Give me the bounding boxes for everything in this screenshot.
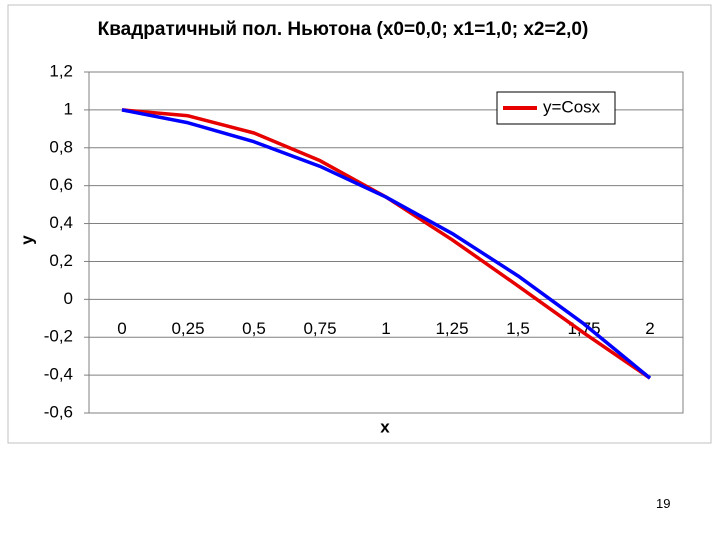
x-tick-label: 1,75 xyxy=(567,319,600,338)
legend-label: y=Cosx xyxy=(543,97,601,116)
y-tick-label: 0,6 xyxy=(49,175,73,194)
chart-title: Квадратичный пол. Ньютона (x0=0,0; x1=1,… xyxy=(97,19,589,40)
x-tick-label: 0,75 xyxy=(303,319,336,338)
y-tick-label: 1 xyxy=(64,99,73,118)
page-number: 19 xyxy=(656,496,671,511)
series-line xyxy=(121,108,652,380)
y-tick-label: -0,4 xyxy=(44,365,73,384)
plot-area xyxy=(88,71,684,414)
x-tick-label: 0,25 xyxy=(171,319,204,338)
y-tick-label: 0,4 xyxy=(49,213,73,232)
y-tick-label: 0,8 xyxy=(49,137,73,156)
y-tick-label: 1,2 xyxy=(49,61,73,80)
x-tick-label: 1 xyxy=(381,319,390,338)
x-tick-label: 1,25 xyxy=(435,319,468,338)
y-tick-label: -0,2 xyxy=(44,327,73,346)
y-tick-label: 0 xyxy=(64,289,73,308)
x-tick-label: 2 xyxy=(645,319,654,338)
y-tick-label: 0,2 xyxy=(49,251,73,270)
x-tick-label: 0 xyxy=(117,319,126,338)
x-axis-label: x xyxy=(380,417,390,436)
x-tick-label: 0,5 xyxy=(242,319,266,338)
y-tick-label: -0,6 xyxy=(44,402,73,421)
y-axis-label: y xyxy=(17,235,36,245)
x-tick-label: 1,5 xyxy=(506,319,530,338)
